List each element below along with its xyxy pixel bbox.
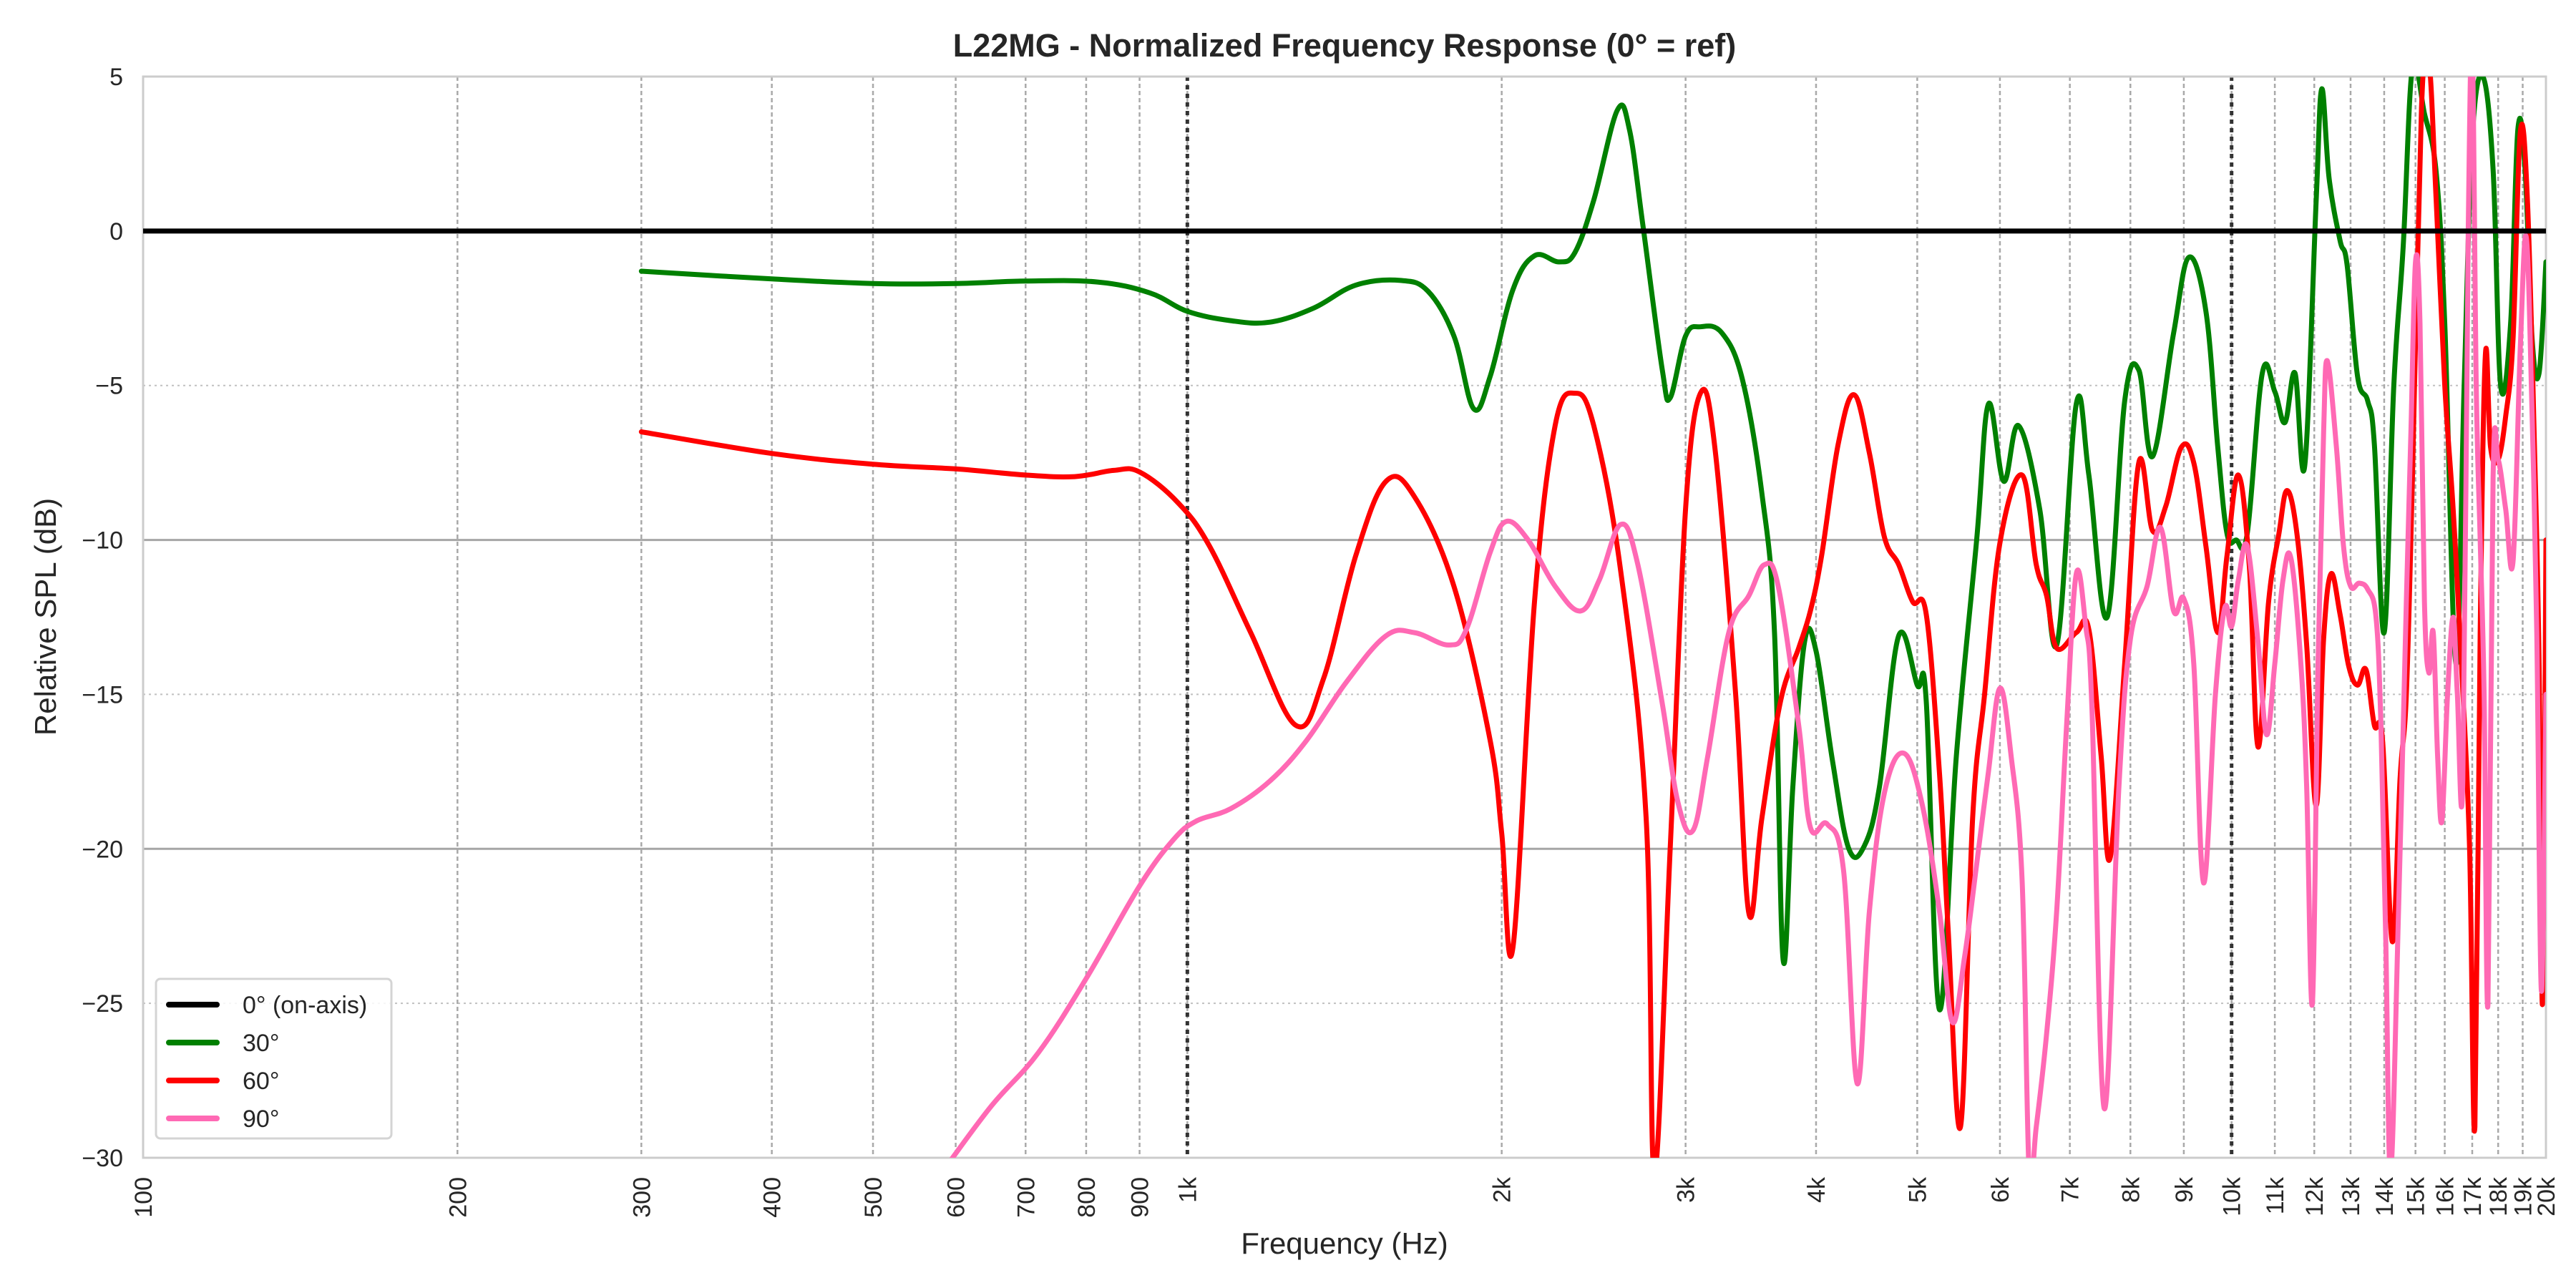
- x-tick-label: 100: [130, 1177, 157, 1218]
- y-tick-label: 5: [109, 64, 123, 91]
- legend-label: 30°: [243, 1030, 279, 1057]
- series-lines: [143, 77, 2546, 1158]
- x-tick-label: 19k: [2509, 1176, 2537, 1216]
- y-tick-labels: 5 0 −5 −10 −15 −20 −25 −30: [82, 64, 123, 1172]
- x-tick-label: 18k: [2485, 1176, 2512, 1216]
- x-tick-label: 6k: [1987, 1176, 2014, 1203]
- x-tick-label: 500: [860, 1177, 887, 1218]
- y-tick-label: −5: [95, 373, 123, 400]
- x-tick-label: 15k: [2403, 1176, 2430, 1216]
- x-tick-label: 5k: [1904, 1176, 1931, 1203]
- x-tick-label: 3k: [1673, 1176, 1700, 1203]
- y-tick-label: −15: [82, 681, 123, 708]
- x-tick-label: 7k: [2057, 1176, 2084, 1203]
- x-tick-label: 1k: [1174, 1176, 1201, 1203]
- x-tick-label: 20k: [2533, 1176, 2560, 1216]
- x-tick-label: 700: [1013, 1177, 1040, 1218]
- x-tick-label: 14k: [2371, 1176, 2399, 1216]
- x-tick-label: 8k: [2117, 1176, 2145, 1203]
- y-tick-label: −20: [82, 836, 123, 863]
- legend-label: 90°: [243, 1106, 279, 1133]
- x-tick-label: 200: [444, 1177, 472, 1218]
- x-tick-labels: 100 200 300 400 500 600 700 800 900 1k 2k 3k 4k 5k 6k 7…: [130, 1176, 2560, 1218]
- series-line-30: [638, 77, 2546, 1013]
- x-tick-label: 13k: [2338, 1176, 2365, 1216]
- x-tick-label: 16k: [2432, 1176, 2459, 1216]
- x-tick-label: 4k: [1803, 1176, 1830, 1203]
- x-tick-label: 12k: [2301, 1176, 2328, 1216]
- legend: 0° (on-axis) 30° 60° 90°: [155, 977, 393, 1140]
- x-tick-label: 400: [759, 1177, 786, 1218]
- y-tick-label: −30: [82, 1145, 123, 1172]
- y-tick-label: 0: [109, 218, 123, 245]
- y-axis-label: Relative SPL (dB): [29, 498, 62, 736]
- legend-label: 0° (on-axis): [243, 992, 367, 1019]
- x-tick-label: 2k: [1489, 1176, 1516, 1203]
- x-tick-label: 9k: [2171, 1176, 2198, 1203]
- x-axis-label: Frequency (Hz): [1241, 1226, 1448, 1260]
- y-tick-label: −25: [82, 990, 123, 1018]
- legend-label: 60°: [243, 1068, 279, 1095]
- x-tick-label: 10k: [2219, 1176, 2246, 1216]
- x-tick-label: 800: [1073, 1177, 1101, 1218]
- x-tick-label: 900: [1127, 1177, 1154, 1218]
- x-tick-label: 600: [943, 1177, 970, 1218]
- x-tick-label: 11k: [2262, 1176, 2289, 1214]
- y-tick-label: −10: [82, 527, 123, 555]
- x-tick-label: 17k: [2459, 1176, 2487, 1216]
- legend-box: [155, 977, 393, 1140]
- series-line-60: [638, 77, 2546, 1158]
- chart-title: L22MG - Normalized Frequency Response (0…: [953, 27, 1737, 64]
- x-tick-label: 300: [628, 1177, 655, 1218]
